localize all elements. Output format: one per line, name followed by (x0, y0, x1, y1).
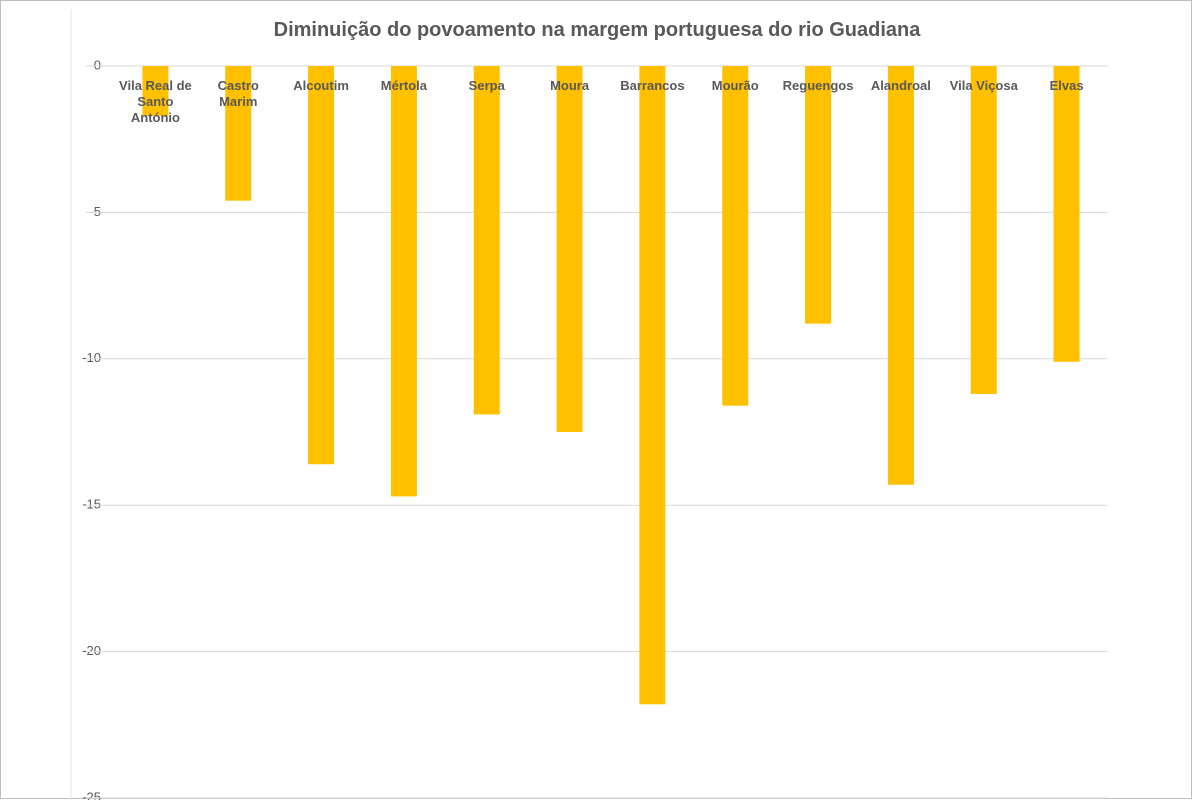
y-tick-label: -10 (82, 350, 101, 365)
x-tick-label: Vila Viçosa (949, 78, 1018, 93)
bar (142, 66, 169, 116)
bar (390, 66, 417, 497)
y-tick-label: -25 (82, 789, 101, 800)
bar (556, 66, 583, 432)
bar (639, 66, 666, 705)
bar (887, 66, 914, 485)
y-tick-label: 0 (94, 57, 101, 72)
x-tick-label: Mértola (380, 78, 428, 93)
chart-title: Diminuição do povoamento na margem portu… (273, 19, 921, 41)
x-tick-label: Serpa (468, 78, 505, 93)
x-tick-label: Alandroal (870, 78, 931, 93)
x-tick-label: Alcoutim (293, 78, 349, 93)
x-tick-label: Castro Marim (217, 78, 259, 109)
bar (722, 66, 749, 406)
y-tick-label: -20 (82, 643, 101, 658)
x-tick-label: Elvas (1049, 78, 1084, 93)
y-tick-label: -15 (82, 497, 101, 512)
x-tick-label: Vila Real de Santo António (119, 78, 192, 125)
bar (970, 66, 997, 394)
x-tick-label: Mourão (711, 78, 759, 93)
y-tick-label: -5 (89, 204, 101, 219)
bar (805, 66, 832, 324)
bar (473, 66, 500, 415)
bar (225, 66, 252, 201)
x-tick-label: Barrancos (620, 78, 685, 93)
x-tick-label: Moura (550, 78, 590, 93)
bar (1053, 66, 1080, 362)
bar (308, 66, 335, 465)
x-tick-label: Reguengos (782, 78, 854, 93)
